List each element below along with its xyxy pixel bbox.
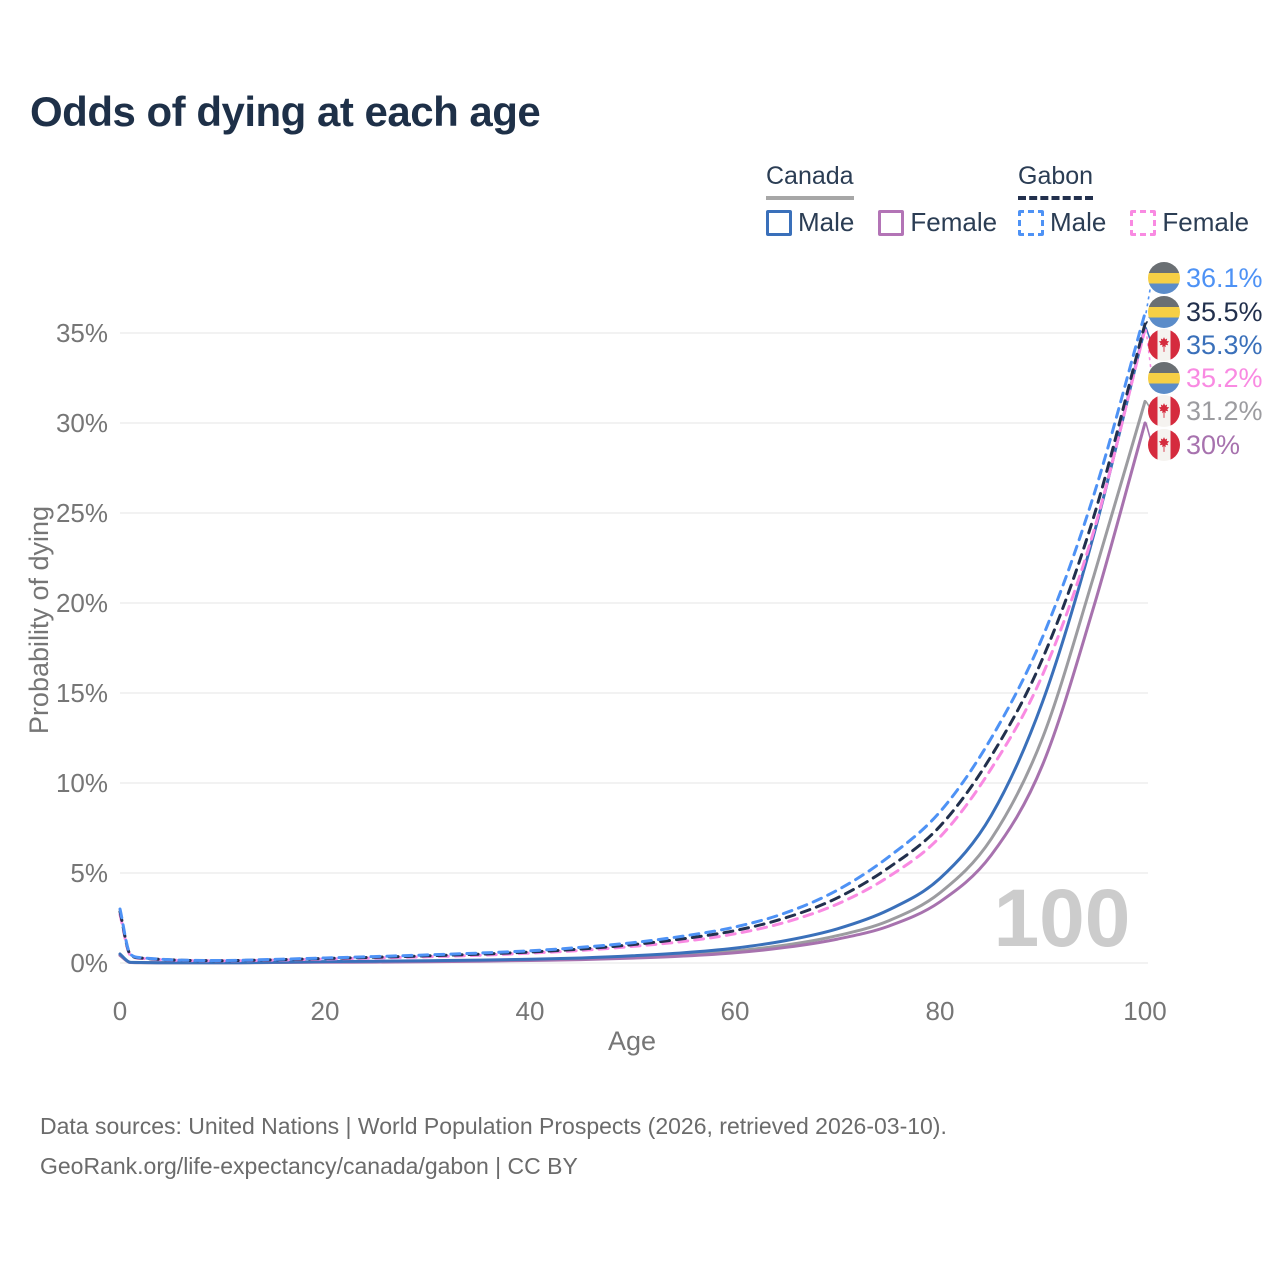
end-label-value: 31.2% bbox=[1186, 396, 1263, 426]
end-label: 35.5% bbox=[1148, 296, 1263, 328]
canada-female-swatch-icon bbox=[878, 209, 905, 236]
y-axis-title: Probability of dying bbox=[24, 506, 54, 734]
series-line-gabon-female bbox=[118, 327, 1147, 963]
legend-item-canada-male[interactable]: Male bbox=[766, 207, 854, 238]
legend-label-gabon-male: Male bbox=[1050, 207, 1107, 237]
series-line-canada-male bbox=[118, 326, 1147, 965]
y-tick-label: 0% bbox=[70, 948, 108, 978]
y-tick-label: 25% bbox=[56, 498, 108, 528]
legend-country-gabon: Gabon bbox=[1018, 162, 1094, 200]
gabon-flag-icon bbox=[1148, 362, 1180, 394]
end-label-value: 30% bbox=[1186, 430, 1241, 460]
canada-flag-icon bbox=[1148, 329, 1180, 361]
end-label-value: 36.1% bbox=[1186, 263, 1263, 293]
footer-attribution: GeoRank.org/life-expectancy/canada/gabon… bbox=[40, 1153, 578, 1179]
end-label-value: 35.5% bbox=[1186, 297, 1263, 327]
end-label: 35.2% bbox=[1148, 362, 1263, 394]
legend-group-canada: Canada Male Female bbox=[766, 162, 997, 238]
x-tick-label: 60 bbox=[721, 996, 750, 1026]
legend-label-canada-female: Female bbox=[910, 207, 998, 237]
series-line-gabon-male bbox=[118, 311, 1147, 963]
y-tick-label: 20% bbox=[56, 588, 108, 618]
legend-items-gabon: Male Female bbox=[1018, 207, 1249, 238]
end-label-value: 35.2% bbox=[1186, 363, 1263, 393]
canada-male-swatch-icon bbox=[766, 209, 792, 236]
series-line-gabon bbox=[118, 322, 1147, 963]
y-tick-label: 35% bbox=[56, 318, 108, 348]
legend-group-gabon: Gabon Male Female bbox=[1018, 162, 1249, 238]
legend-item-gabon-male[interactable]: Male bbox=[1018, 207, 1106, 238]
x-tick-label: 0 bbox=[113, 996, 127, 1026]
gabon-male-swatch-icon bbox=[1018, 209, 1044, 236]
end-label: 35.3% bbox=[1148, 329, 1263, 361]
page-title: Odds of dying at each age bbox=[30, 88, 541, 135]
y-tick-label: 10% bbox=[56, 768, 108, 798]
canada-flag-icon bbox=[1148, 429, 1180, 461]
gabon-female-swatch-icon bbox=[1130, 209, 1157, 236]
age-watermark: 100 bbox=[994, 873, 1131, 964]
x-tick-label: 80 bbox=[926, 996, 955, 1026]
legend-country-canada: Canada bbox=[766, 162, 854, 200]
series-line-canada bbox=[118, 399, 1147, 965]
y-tick-label: 30% bbox=[56, 408, 108, 438]
footer: Data sources: United Nations | World Pop… bbox=[40, 1106, 947, 1186]
x-tick-label: 20 bbox=[311, 996, 340, 1026]
x-tick-label: 40 bbox=[516, 996, 545, 1026]
footer-sources: Data sources: United Nations | World Pop… bbox=[40, 1113, 947, 1139]
y-tick-label: 15% bbox=[56, 678, 108, 708]
canada-flag-icon bbox=[1148, 395, 1180, 427]
legend-label-gabon-female: Female bbox=[1162, 207, 1250, 237]
end-label: 30% bbox=[1148, 429, 1240, 461]
gabon-flag-icon bbox=[1148, 296, 1180, 328]
y-tick-label: 5% bbox=[70, 858, 108, 888]
end-label: 36.1% bbox=[1148, 262, 1263, 294]
end-label-value: 35.3% bbox=[1186, 330, 1263, 360]
end-label: 31.2% bbox=[1148, 395, 1263, 427]
gabon-flag-icon bbox=[1148, 262, 1180, 294]
x-axis-title: Age bbox=[608, 1026, 656, 1056]
legend-items-canada: Male Female bbox=[766, 207, 997, 238]
legend-item-canada-female[interactable]: Female bbox=[878, 207, 997, 238]
legend-item-gabon-female[interactable]: Female bbox=[1130, 207, 1249, 238]
legend-label-canada-male: Male bbox=[798, 207, 855, 237]
x-tick-label: 100 bbox=[1123, 996, 1166, 1026]
